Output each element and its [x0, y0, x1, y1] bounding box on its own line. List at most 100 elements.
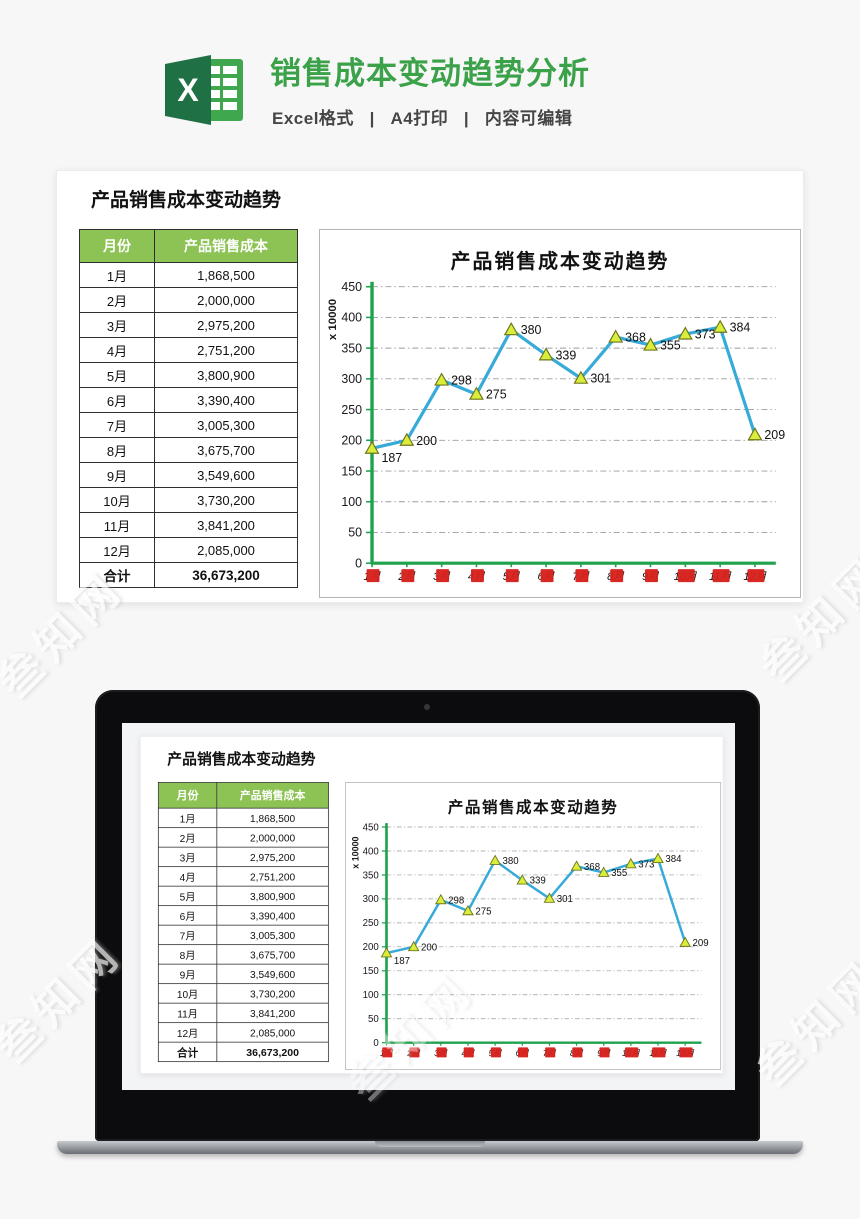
cost-cell: 2,000,000	[154, 287, 298, 313]
data-label: 384	[730, 321, 751, 335]
y-tick-label: 450	[363, 822, 380, 833]
month-cell: 9月	[79, 462, 155, 488]
triangle-marker	[468, 386, 484, 400]
triangle-marker	[643, 337, 658, 351]
table-row: 12月 2,085,000	[79, 537, 298, 563]
table-row: 7月 3,005,300	[79, 412, 298, 438]
data-label: 355	[660, 339, 681, 353]
cost-table-header: 月份 产品销售成本	[79, 229, 298, 263]
laptop-card-slot: 产品销售成本变动趋势 月份 产品销售成本 1月 1,868,500 2月 2,000,…	[140, 736, 724, 1074]
triangle-marker	[677, 326, 693, 340]
table-row: 2月 2,000,000	[157, 827, 329, 848]
y-tick-label: 100	[341, 495, 362, 509]
laptop-screen: 产品销售成本变动趋势 月份 产品销售成本 1月 1,868,500 2月 2,000,…	[122, 723, 735, 1090]
triangle-marker	[652, 852, 664, 863]
table-row: 7月 3,005,300	[157, 924, 329, 946]
table-row: 8月 3,675,700	[157, 944, 329, 965]
data-label: 380	[521, 323, 542, 337]
month-column-header: 月份	[157, 782, 218, 809]
red-highlight-mark	[366, 569, 380, 583]
data-label: 368	[584, 862, 600, 873]
month-cell: 4月	[79, 337, 155, 363]
table-row: 9月 3,549,600	[157, 963, 329, 985]
month-column-header: 月份	[79, 229, 155, 263]
triangle-marker	[679, 936, 692, 947]
cost-cell: 3,675,700	[154, 437, 298, 463]
month-cell: 3月	[157, 846, 218, 868]
red-highlight-mark	[677, 569, 695, 583]
red-highlight-mark	[652, 1047, 666, 1058]
triangle-marker	[538, 347, 554, 361]
card-title: 产品销售成本变动趋势	[91, 190, 282, 211]
table-row: 2月 2,000,000	[79, 287, 298, 313]
chart-panel: 产品销售成本变动趋势 0 50 100 150 200 250 300 350 400 450 x 1…	[319, 229, 801, 598]
cost-cell: 3,390,400	[154, 387, 298, 413]
triangle-marker	[747, 427, 763, 441]
triangle-marker	[570, 860, 583, 871]
red-highlight-mark	[505, 569, 519, 583]
chart-title: 产品销售成本变动趋势	[451, 250, 670, 273]
cost-cell: 2,975,200	[154, 312, 298, 338]
cost-cell: 3,005,300	[216, 924, 329, 946]
red-highlight-mark	[436, 569, 450, 583]
cost-cell: 2,751,200	[216, 866, 329, 887]
triangle-marker	[380, 947, 393, 958]
triangle-marker	[364, 440, 380, 454]
y-tick-label: 250	[341, 403, 362, 417]
laptop-base-notch	[375, 1141, 485, 1147]
triangle-marker	[516, 874, 529, 885]
cost-table: 月份 产品销售成本 1月 1,868,500 2月 2,000,000 3月 2,975,…	[79, 229, 298, 588]
month-cell: 7月	[157, 924, 218, 946]
triangle-marker	[462, 904, 474, 916]
cost-cell: 3,841,200	[154, 512, 298, 538]
triangle-marker	[625, 857, 637, 869]
data-label: 187	[381, 451, 402, 465]
month-cell: 9月	[157, 963, 218, 985]
table-row: 5月 3,800,900	[157, 885, 329, 907]
page-title: 销售成本变动趋势分析	[270, 56, 590, 91]
data-label: 339	[556, 348, 577, 362]
laptop-webcam-icon	[424, 704, 430, 710]
table-row: 11月 3,841,200	[79, 512, 298, 538]
triangle-marker	[503, 322, 519, 336]
table-row: 5月 3,800,900	[79, 362, 298, 388]
triangle-marker	[573, 370, 589, 384]
table-row: 10月 3,730,200	[79, 487, 298, 513]
month-cell: 3月	[79, 312, 155, 338]
red-highlight-mark	[409, 1047, 420, 1058]
table-row: 4月 2,751,200	[157, 866, 329, 887]
month-cell: 12月	[79, 537, 155, 563]
table-total-row: 合计 36,673,200	[157, 1041, 329, 1063]
red-highlight-mark	[382, 1047, 393, 1058]
red-highlight-mark	[401, 569, 415, 583]
month-cell: 11月	[79, 512, 155, 538]
y-tick-label: 300	[341, 372, 362, 386]
cost-cell: 2,975,200	[216, 846, 329, 868]
trend-line	[385, 857, 687, 955]
data-label: 368	[625, 331, 646, 345]
data-label: 275	[486, 388, 507, 402]
data-label: 301	[557, 894, 573, 905]
data-label: 339	[530, 876, 546, 887]
y-tick-label: 0	[355, 556, 362, 570]
red-highlight-mark	[712, 569, 730, 583]
month-cell: 1月	[79, 262, 155, 288]
y-tick-label: 350	[341, 341, 362, 355]
y-axis-unit-label: x 10000	[351, 836, 361, 868]
month-cell: 8月	[157, 944, 218, 965]
table-row: 6月 3,390,400	[157, 905, 329, 926]
red-highlight-mark	[625, 1047, 639, 1058]
y-tick-label: 100	[363, 990, 380, 1001]
month-cell: 7月	[79, 412, 155, 438]
laptop-preview-card: 产品销售成本变动趋势 月份 产品销售成本 1月 1,868,500 2月 2,000,…	[140, 736, 724, 1074]
table-row: 6月 3,390,400	[79, 387, 298, 413]
cost-cell: 3,841,200	[216, 1002, 329, 1024]
data-label: 384	[665, 854, 682, 865]
card-title: 产品销售成本变动趋势	[167, 751, 316, 768]
cost-table-header: 月份 产品销售成本	[157, 782, 329, 809]
y-tick-label: 50	[368, 1014, 379, 1025]
table-row: 3月 2,975,200	[157, 846, 329, 868]
y-tick-label: 150	[341, 464, 362, 478]
cost-cell: 3,675,700	[216, 944, 329, 965]
